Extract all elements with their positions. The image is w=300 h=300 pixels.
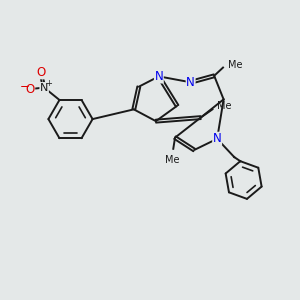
Text: O: O	[26, 82, 34, 96]
Text: Me: Me	[228, 60, 242, 70]
Text: Me: Me	[165, 155, 179, 165]
Text: Me: Me	[218, 101, 232, 111]
Text: N: N	[154, 70, 163, 83]
Text: N: N	[40, 82, 48, 93]
Text: N: N	[186, 76, 195, 89]
Text: +: +	[45, 79, 52, 88]
Text: O: O	[36, 66, 45, 79]
Text: −: −	[20, 80, 30, 93]
Text: N: N	[213, 132, 221, 145]
